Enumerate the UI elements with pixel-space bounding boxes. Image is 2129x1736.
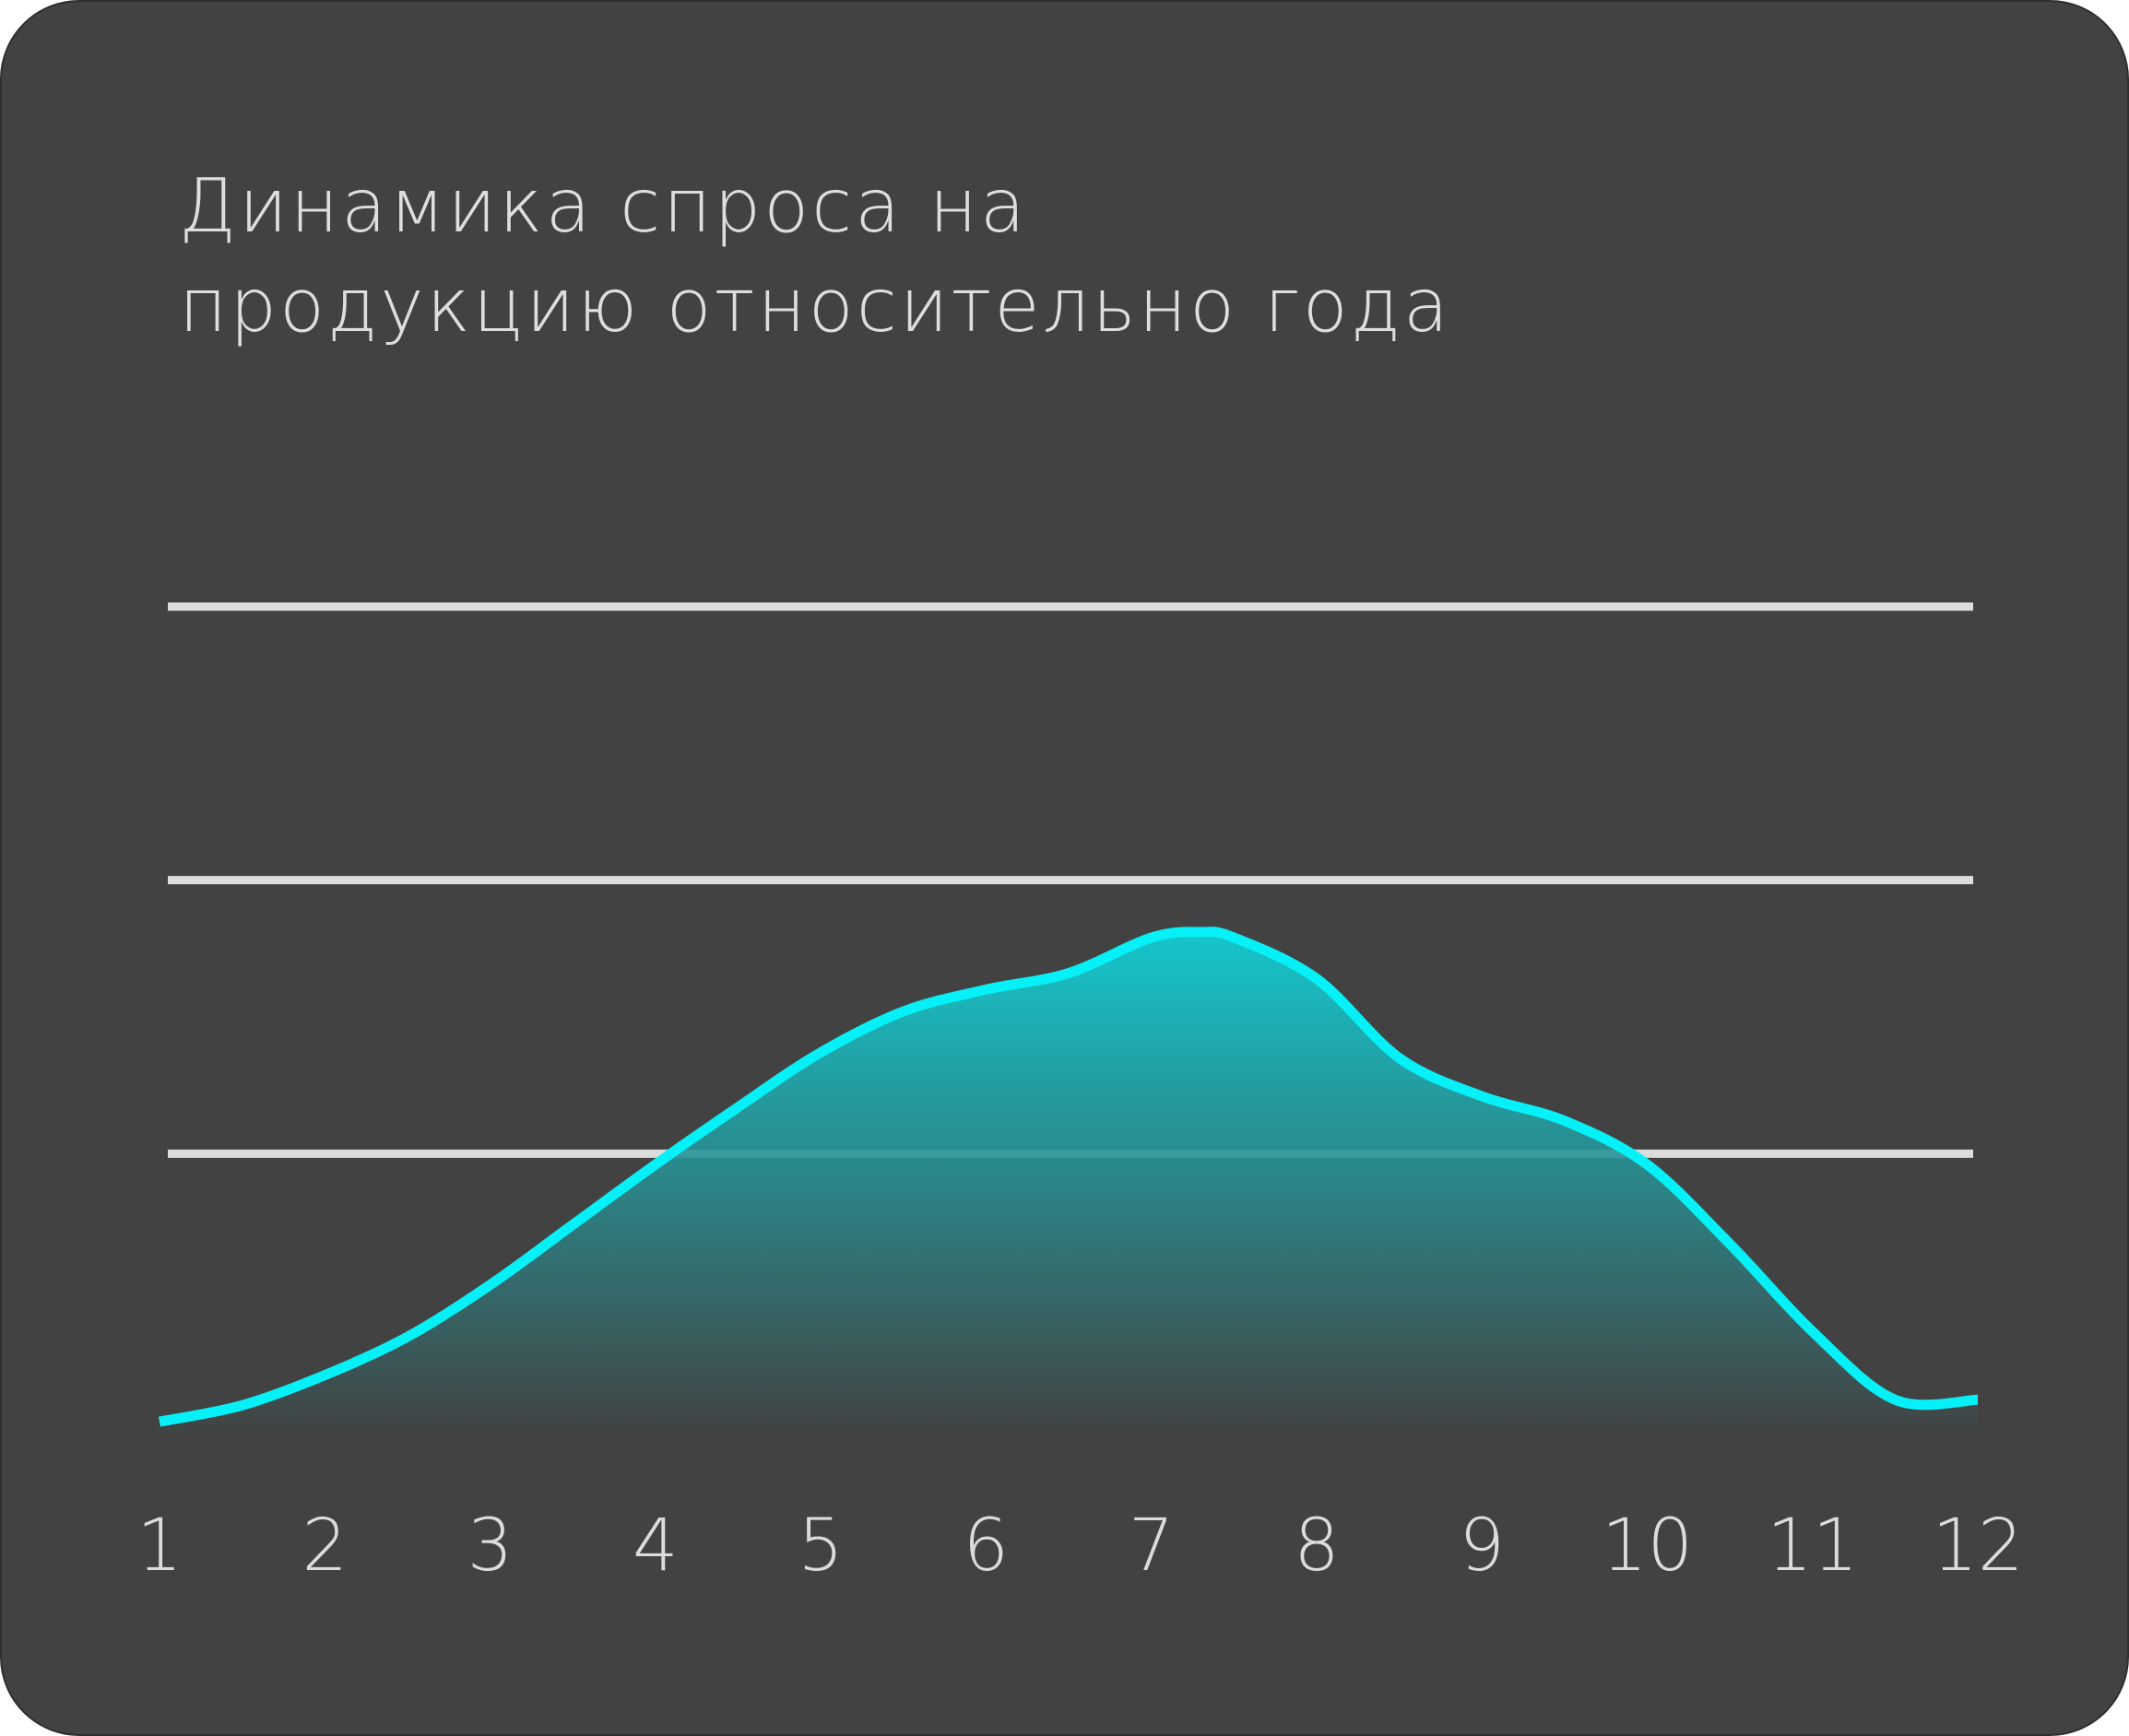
x-tick-label-8: 8 [1294, 1505, 1340, 1588]
x-tick-label-10: 10 [1602, 1505, 1693, 1588]
chart-title: Динамика спроса на продукцию относительн… [179, 157, 1470, 356]
chart-title-line-1: Динамика спроса на [179, 163, 1028, 249]
x-tick-label-6: 6 [964, 1505, 1010, 1588]
x-tick-label-11: 11 [1767, 1505, 1858, 1588]
x-tick-label-7: 7 [1129, 1505, 1175, 1588]
x-tick-label-12: 12 [1932, 1505, 2023, 1588]
x-tick-label-2: 2 [302, 1505, 348, 1588]
x-tick-label-5: 5 [798, 1505, 844, 1588]
x-tick-label-1: 1 [136, 1505, 183, 1588]
x-tick-label-3: 3 [467, 1505, 514, 1588]
line-layer [158, 927, 1979, 1427]
chart-title-line-2: продукцию относительно года [179, 263, 1451, 348]
demand-line [158, 927, 1979, 1427]
demand-area-fill [160, 931, 1978, 1436]
x-tick-label-9: 9 [1459, 1505, 1505, 1588]
x-axis-tick-labels: 1 2 3 4 5 6 7 8 9 10 11 12 [136, 1505, 2023, 1588]
x-tick-label-4: 4 [633, 1505, 679, 1588]
area-layer [160, 931, 1978, 1436]
